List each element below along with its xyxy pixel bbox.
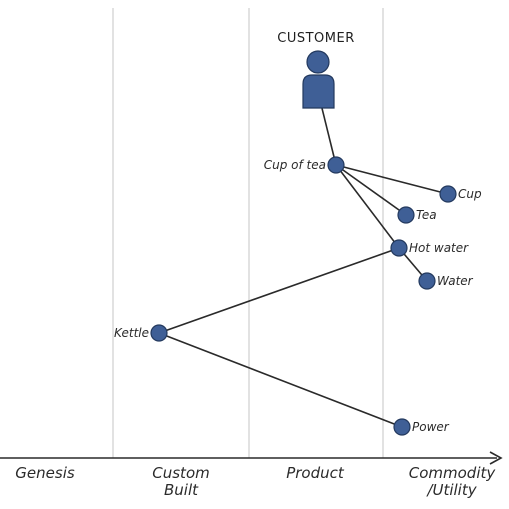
label-tea: Tea [416, 208, 437, 222]
link-kettle-power [158, 332, 403, 428]
label-water: Water [437, 274, 474, 288]
node-cup-of-tea [327, 156, 345, 174]
stage-dividers [112, 8, 384, 458]
label-hot-water: Hot water [409, 241, 469, 255]
stage-label-3-line-1: /Utility [425, 481, 477, 499]
label-cup: Cup [458, 187, 482, 201]
link-cup-of-tea-hot-water [335, 164, 400, 249]
node-hot-water [390, 239, 408, 257]
stage-label-3-line-0: Commodity [409, 464, 497, 482]
customer-icon [302, 50, 335, 109]
link-cup-of-tea-tea [335, 164, 407, 216]
node-water [418, 272, 436, 290]
node-power [393, 418, 411, 436]
link-cup-of-tea-cup [335, 164, 449, 195]
components: Cup of tea Cup Tea Hot water Water Kettle Powe… [114, 156, 482, 436]
label-power: Power [412, 420, 450, 434]
customer-label: CUSTOMER [277, 31, 354, 46]
label-kettle: Kettle [114, 326, 149, 340]
stage-label-1-line-0: Custom [152, 464, 209, 482]
stage-label-1-line-1: Built [164, 481, 199, 499]
dependency-links [158, 91, 449, 428]
node-tea [397, 206, 415, 224]
label-cup-of-tea: Cup of tea [264, 158, 326, 172]
node-cup [439, 185, 457, 203]
node-kettle [150, 324, 168, 342]
stage-label-0-line-0: Genesis [15, 464, 75, 482]
axis-arrow-icon [489, 451, 503, 465]
link-hot-water-kettle [158, 247, 400, 334]
stage-label-2-line-0: Product [286, 464, 345, 482]
